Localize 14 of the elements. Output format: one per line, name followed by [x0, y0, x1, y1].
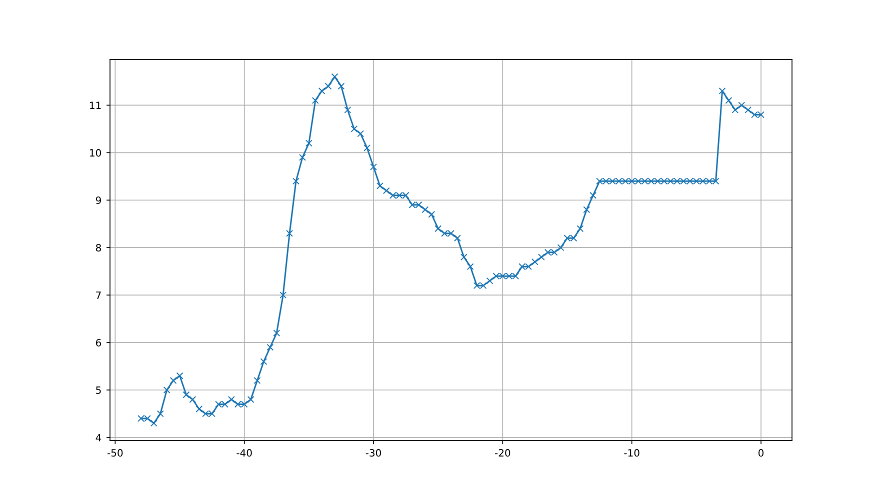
x-tick-label: 0: [758, 449, 764, 457]
y-tick-label: 11: [90, 102, 101, 110]
y-tick-label: 6: [96, 338, 102, 346]
x-tick-label: -30: [366, 449, 382, 457]
y-tick-label: 4: [96, 434, 102, 442]
x-tick-label: -40: [236, 449, 252, 457]
y-tick-label: 5: [96, 386, 101, 394]
x-tick-label: -50: [107, 449, 123, 457]
y-tick-label: 9: [96, 196, 101, 204]
x-tick-label: -10: [624, 449, 640, 457]
y-tick-label: 7: [96, 292, 101, 299]
x-tick-label: -20: [494, 449, 510, 457]
y-tick-label: 10: [90, 149, 101, 157]
y-tick-label: 8: [96, 244, 101, 252]
